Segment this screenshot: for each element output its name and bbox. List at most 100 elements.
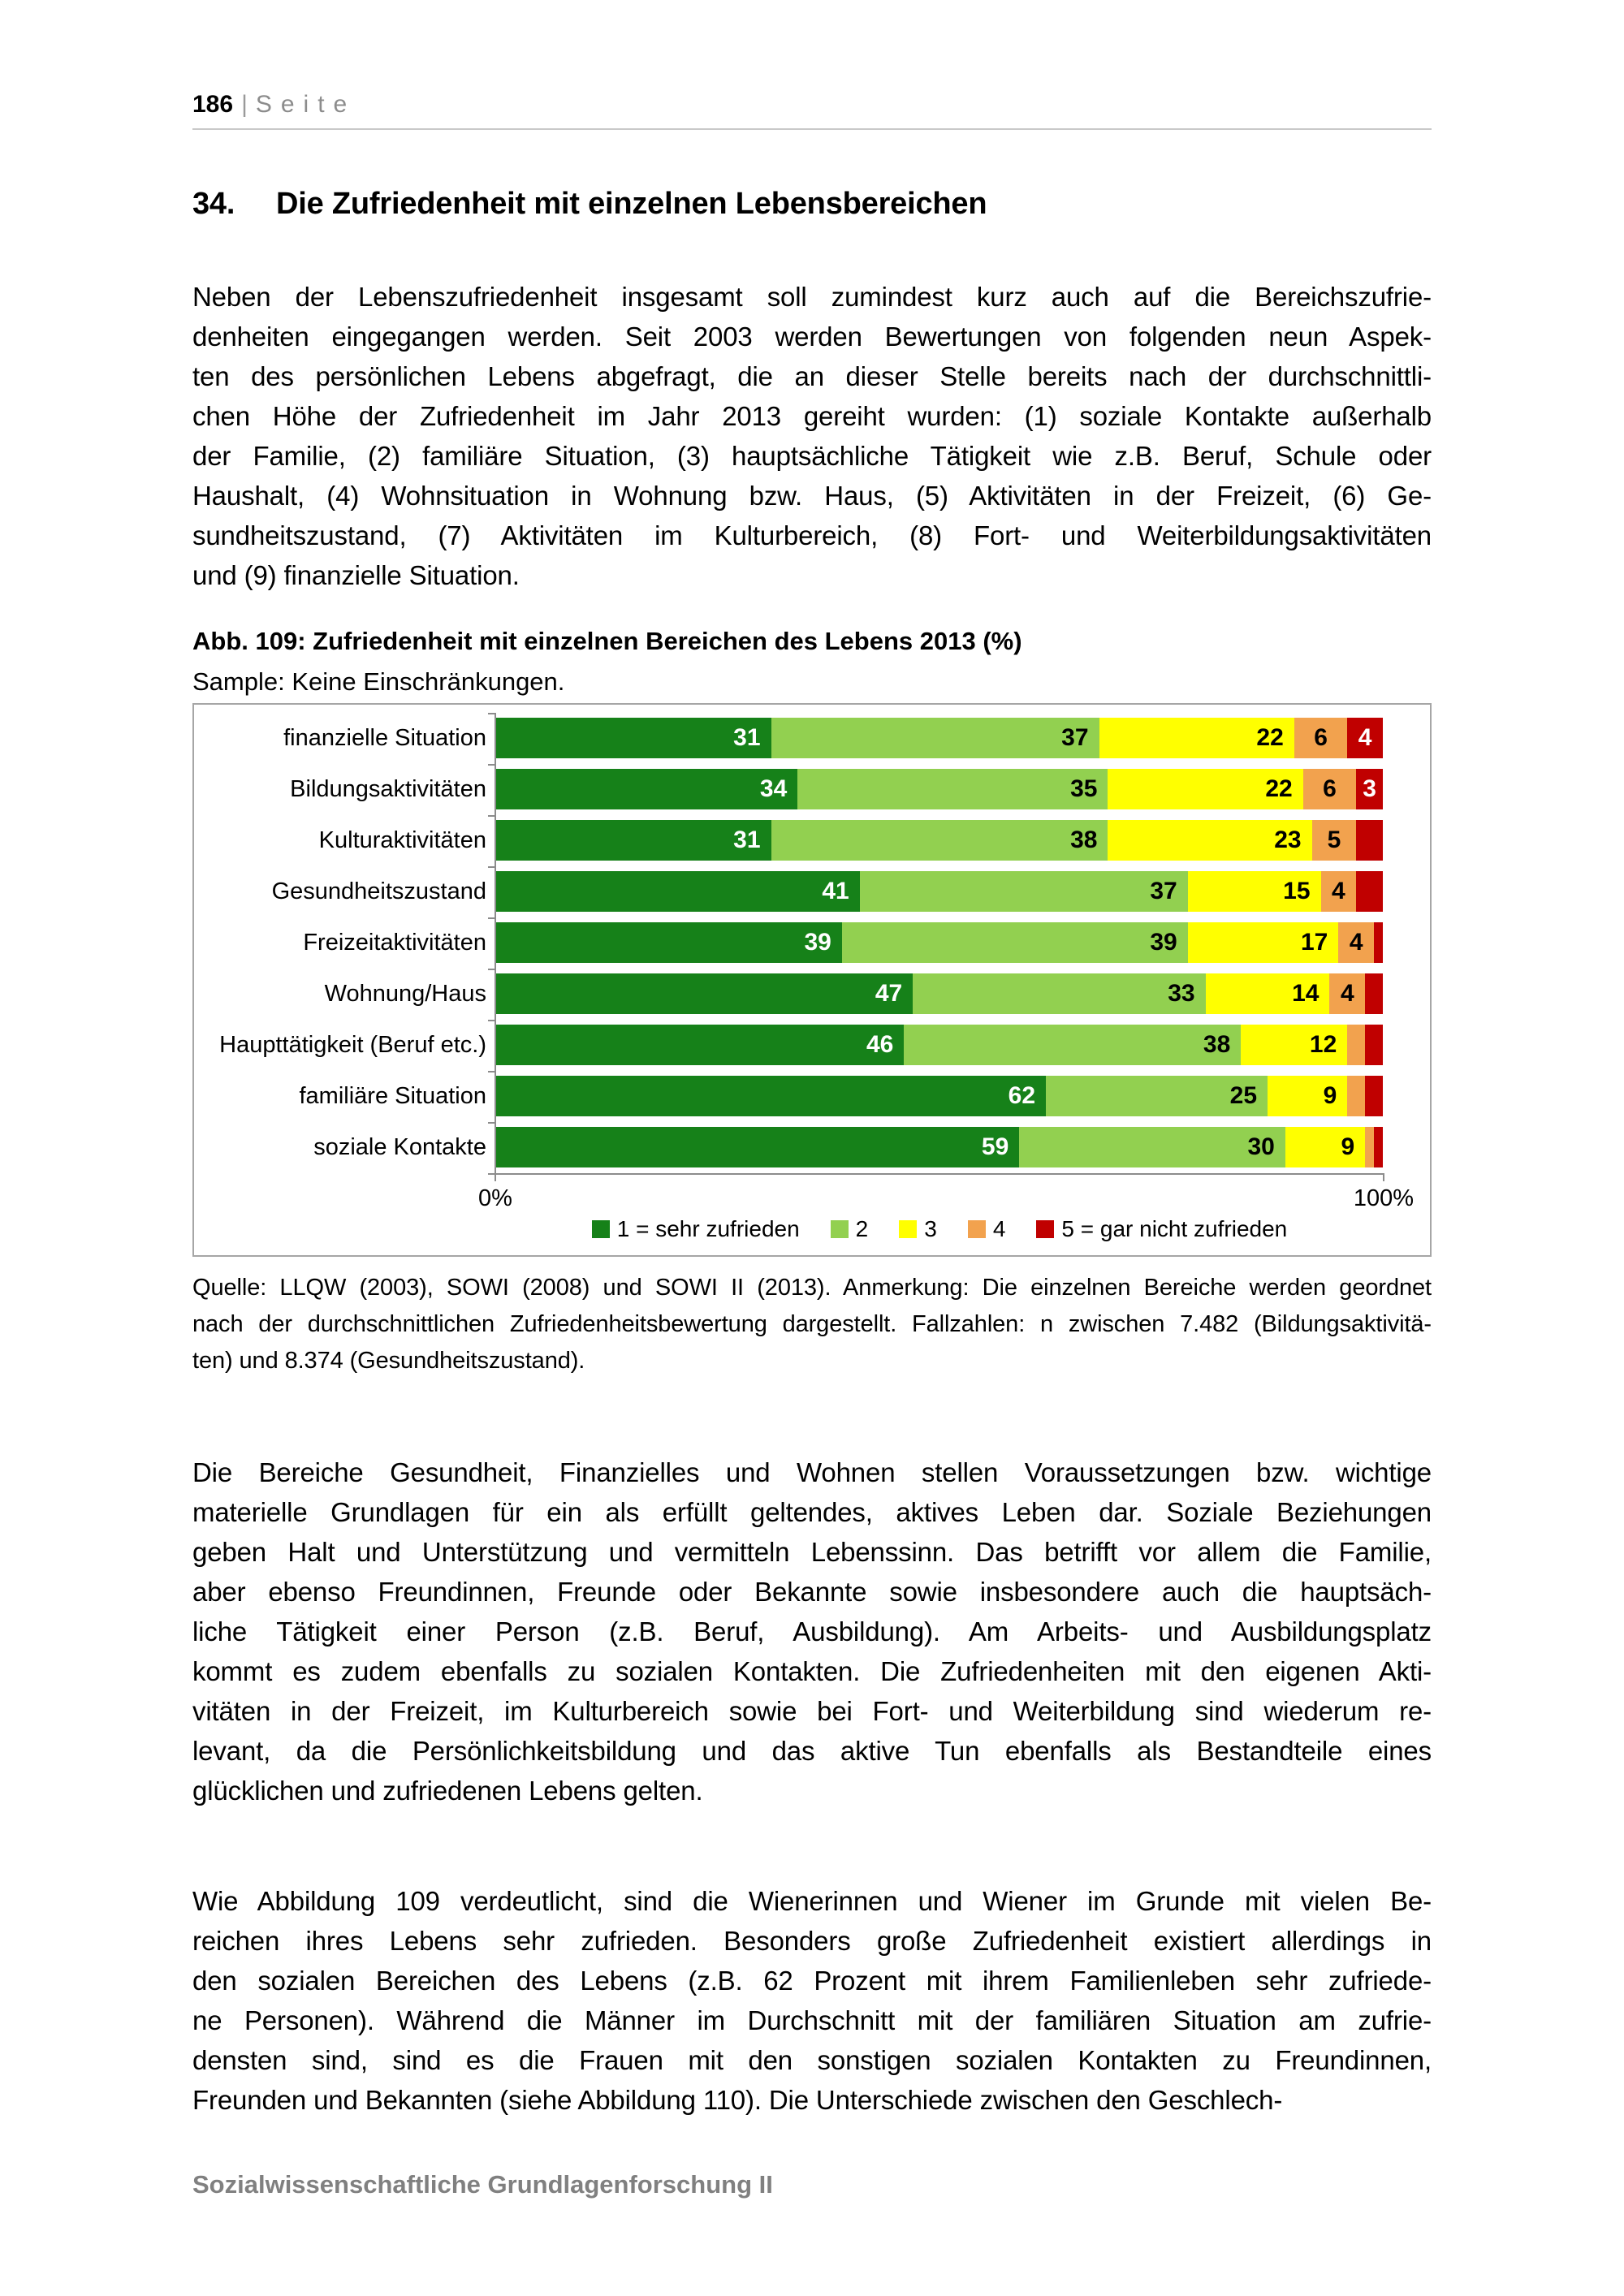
- bar-segment: [1356, 820, 1383, 861]
- axis-tick: [488, 713, 495, 714]
- text-line: der Familie, (2) familiäre Situation, (3…: [192, 441, 1432, 471]
- text-line: kommt es zudem ebenfalls zu sozialen Kon…: [192, 1656, 1432, 1686]
- legend-item: 3: [899, 1216, 937, 1242]
- bar-value-label: 39: [1150, 929, 1177, 956]
- legend-label: 1 = sehr zufrieden: [616, 1216, 800, 1241]
- bar-segment: 5: [1311, 820, 1357, 861]
- bar-segment: 6: [1302, 769, 1357, 809]
- bar-segment: 22: [1108, 769, 1303, 809]
- bar-value-label: 33: [1168, 980, 1195, 1007]
- bar-row: 41 37 15 4: [496, 871, 1383, 912]
- bar-segment: 46: [496, 1025, 905, 1065]
- category-label: familiäre Situation: [299, 1083, 487, 1109]
- bar-row: 34 35 22 6 3: [496, 769, 1383, 809]
- bar-segment: 25: [1046, 1076, 1268, 1116]
- category-label: finanzielle Situation: [283, 725, 486, 751]
- bar-segment: 22: [1099, 718, 1294, 758]
- text-line: nach der durchschnittlichen Zufriedenhei…: [192, 1311, 1432, 1337]
- bar-segment: 39: [496, 922, 842, 963]
- bar-row: 31 38 23 5: [496, 820, 1383, 861]
- bar-value-label: 31: [733, 826, 761, 853]
- axis-tick: [488, 1071, 495, 1072]
- legend-item: 5 = gar nicht zufrieden: [1036, 1216, 1287, 1242]
- legend-item: 4: [967, 1216, 1005, 1242]
- bar-segment: 4: [1329, 973, 1366, 1014]
- figure-source-note: Quelle: LLQW (2003), SOWI (2008) und SOW…: [192, 1270, 1432, 1379]
- x-axis-label-0: 0%: [478, 1185, 512, 1211]
- bar-segment: 39: [841, 922, 1188, 963]
- legend-swatch: [899, 1220, 918, 1238]
- bar-segment: [1365, 1127, 1375, 1167]
- category-label: soziale Kontakte: [313, 1134, 486, 1160]
- axis-tick: [488, 1122, 495, 1124]
- bar-row: 39 39 17 4: [496, 922, 1383, 963]
- text-line: Neben der Lebenszufriedenheit insgesamt …: [192, 282, 1432, 312]
- bar-row: 31 37 22 6 4: [496, 718, 1383, 758]
- bar-segment: 38: [771, 820, 1108, 861]
- bar-segment: 33: [913, 973, 1206, 1014]
- bar-value-label: 4: [1358, 724, 1372, 751]
- bar-segment: [1347, 1025, 1366, 1065]
- category-label: Freizeitaktivitäten: [303, 930, 486, 956]
- axis-tick: [488, 1020, 495, 1021]
- figure-sample-note: Sample: Keine Einschränkungen.: [192, 667, 565, 696]
- bar-row: 47 33 14 4: [496, 973, 1383, 1014]
- x-axis-label-100: 100%: [1353, 1185, 1415, 1211]
- text-line: sundheitszustand, (7) Aktivitäten im Kul…: [192, 520, 1432, 550]
- bar-segment: 17: [1187, 922, 1339, 963]
- text-line: denheiten eingegangen werden. Seit 2003 …: [192, 322, 1432, 352]
- bar-segment: 35: [797, 769, 1108, 809]
- axis-tick: [488, 764, 495, 766]
- text-line: reichen ihres Lebens sehr zufrieden. Bes…: [192, 1926, 1432, 1956]
- bar-row: 46 38 12: [496, 1025, 1383, 1065]
- axis-tick: [1383, 1175, 1384, 1181]
- section-title: Die Zufriedenheit mit einzelnen Lebensbe…: [276, 187, 987, 221]
- bar-segment: 4: [1320, 871, 1357, 912]
- legend-label: 2: [855, 1216, 869, 1241]
- bar-segment: 41: [496, 871, 860, 912]
- bar-value-label: 12: [1309, 1031, 1337, 1058]
- chart-legend: 1 = sehr zufrieden 2 3 4 5 = gar nicht zufri…: [496, 1216, 1383, 1242]
- bar-segment: [1365, 1025, 1383, 1065]
- axis-tick: [488, 866, 495, 868]
- text-line: ten des persönlichen Lebens abgefragt, d…: [192, 361, 1432, 391]
- bar-segment: 6: [1294, 718, 1348, 758]
- bar-segment: 15: [1187, 871, 1321, 912]
- bar-segment: [1347, 1076, 1366, 1116]
- bar-segment: 12: [1241, 1025, 1348, 1065]
- bar-value-label: 59: [981, 1133, 1009, 1160]
- value-axis-line: [495, 1173, 1384, 1175]
- bar-value-label: 4: [1332, 878, 1345, 904]
- stacked-bar-chart: 0% 100% 1 = sehr zufrieden 2 3 4 5 = gar nic…: [192, 703, 1432, 1257]
- bar-segment: [1356, 871, 1383, 912]
- legend-swatch: [830, 1220, 849, 1238]
- bar-segment: 38: [904, 1025, 1242, 1065]
- bar-segment: 4: [1347, 718, 1383, 758]
- bar-value-label: 62: [1008, 1082, 1036, 1109]
- bar-value-label: 5: [1327, 826, 1341, 853]
- header-rule: [192, 128, 1432, 130]
- bar-segment: 62: [496, 1076, 1047, 1116]
- text-line: glücklichen und zufriedenen Lebens gelte…: [192, 1776, 703, 1806]
- bar-segment: 47: [496, 973, 914, 1014]
- category-label: Wohnung/Haus: [324, 981, 486, 1007]
- bar-segment: 31: [496, 718, 771, 758]
- text-line: Wie Abbildung 109 verdeutlicht, sind die…: [192, 1886, 1432, 1916]
- bar-value-label: 46: [866, 1031, 894, 1058]
- bar-value-label: 9: [1323, 1082, 1337, 1109]
- axis-tick: [495, 1175, 496, 1181]
- bar-segment: [1365, 1076, 1383, 1116]
- bar-value-label: 17: [1301, 929, 1328, 956]
- page-header: 186 | Seite: [192, 89, 1432, 120]
- legend-label: 5 = gar nicht zufrieden: [1061, 1216, 1288, 1241]
- text-line: materielle Grundlagen für ein als erfüll…: [192, 1497, 1432, 1527]
- bar-value-label: 31: [733, 724, 761, 751]
- bar-value-label: 38: [1203, 1031, 1231, 1058]
- bar-segment: 9: [1268, 1076, 1348, 1116]
- legend-swatch: [967, 1220, 986, 1238]
- paragraph-2: Die Bereiche Gesundheit, Finanzielles un…: [192, 1452, 1432, 1810]
- axis-tick: [488, 969, 495, 970]
- bar-segment: 3: [1356, 769, 1383, 809]
- axis-tick: [488, 917, 495, 919]
